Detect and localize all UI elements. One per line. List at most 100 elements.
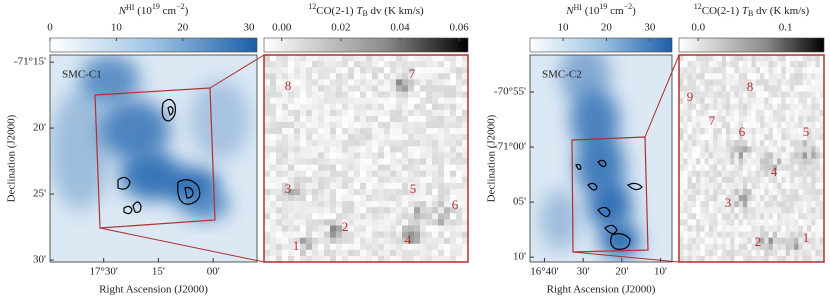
co-pixel bbox=[312, 231, 319, 238]
co-pixel bbox=[312, 158, 319, 165]
co-pixel bbox=[366, 73, 373, 80]
co-pixel bbox=[348, 231, 355, 238]
co-pixel bbox=[764, 146, 769, 153]
co-pixel bbox=[802, 140, 808, 147]
co-pixel bbox=[360, 67, 367, 74]
co-pixel bbox=[764, 182, 769, 190]
hi-emission bbox=[540, 190, 580, 250]
co-pixel bbox=[264, 134, 271, 141]
co-pixel bbox=[426, 73, 433, 80]
co-pixel bbox=[402, 79, 409, 86]
co-pixel bbox=[687, 195, 693, 202]
co-pixel bbox=[306, 176, 313, 184]
clump-label: 8 bbox=[747, 79, 754, 94]
co-pixel bbox=[819, 188, 825, 196]
co-pixel bbox=[725, 121, 731, 129]
co-pixel bbox=[789, 103, 795, 111]
co-pixel bbox=[700, 103, 705, 111]
co-pixel bbox=[330, 73, 337, 80]
co-pixel bbox=[426, 237, 433, 245]
colorbar bbox=[678, 37, 825, 53]
co-pixel bbox=[348, 146, 355, 153]
co-pixel bbox=[444, 79, 451, 86]
co-pixel bbox=[294, 249, 301, 257]
clump-label: 4 bbox=[405, 232, 412, 247]
co-pixel bbox=[414, 231, 421, 238]
co-pixel bbox=[777, 158, 782, 165]
co-pixel bbox=[276, 164, 283, 171]
co-pixel bbox=[306, 243, 313, 251]
co-pixel bbox=[354, 237, 361, 245]
co-pixel bbox=[747, 225, 752, 232]
co-pixel bbox=[372, 182, 379, 190]
co-pixel bbox=[811, 225, 816, 232]
co-pixel bbox=[414, 97, 421, 105]
co-pixel bbox=[734, 67, 739, 74]
co-pixel bbox=[450, 243, 457, 251]
co-pixel bbox=[360, 115, 367, 123]
co-pixel bbox=[721, 115, 727, 123]
co-pixel bbox=[687, 158, 693, 165]
co-pixel bbox=[456, 201, 463, 208]
co-pixel bbox=[402, 85, 409, 92]
co-pixel bbox=[354, 225, 361, 232]
co-pixel bbox=[336, 134, 343, 141]
co-pixel bbox=[798, 152, 803, 159]
co-pixel bbox=[789, 237, 795, 245]
co-pixel bbox=[802, 195, 808, 202]
co-pixel bbox=[700, 164, 705, 171]
co-pixel bbox=[696, 219, 701, 226]
co-pixel bbox=[378, 134, 385, 141]
co-pixel bbox=[348, 73, 355, 80]
co-pixel bbox=[730, 195, 735, 202]
co-pixel bbox=[330, 134, 337, 141]
co-pixel bbox=[384, 67, 391, 74]
co-pixel bbox=[438, 140, 445, 147]
co-pixel bbox=[318, 188, 325, 196]
co-pixel bbox=[725, 170, 731, 178]
co-pixel bbox=[360, 61, 367, 68]
hi-emission bbox=[570, 90, 620, 150]
co-pixel bbox=[378, 73, 385, 80]
co-pixel bbox=[802, 55, 808, 62]
co-pixel bbox=[768, 188, 774, 196]
co-pixel bbox=[696, 128, 701, 135]
co-pixel bbox=[414, 182, 421, 190]
colorbar-tick-label: 20 bbox=[601, 22, 613, 34]
co-pixel bbox=[683, 219, 688, 226]
co-pixel bbox=[679, 158, 684, 165]
co-pixel bbox=[734, 152, 739, 159]
co-pixel bbox=[802, 170, 808, 178]
co-pixel bbox=[717, 237, 722, 245]
co-pixel bbox=[794, 121, 799, 129]
co-pixel bbox=[264, 207, 271, 214]
co-pixel bbox=[730, 213, 735, 220]
co-pixel bbox=[781, 176, 786, 184]
co-pixel bbox=[270, 231, 277, 238]
co-pixel bbox=[734, 195, 739, 202]
co-pixel bbox=[384, 158, 391, 165]
x-axis-label: Right Ascension (J2000) bbox=[99, 284, 208, 296]
co-pixel bbox=[691, 128, 697, 135]
co-pixel bbox=[704, 164, 710, 171]
co-pixel bbox=[270, 188, 277, 196]
co-pixel bbox=[717, 207, 722, 214]
co-pixel bbox=[378, 219, 385, 226]
co-pixel bbox=[300, 249, 307, 257]
co-pixel bbox=[768, 79, 774, 86]
co-pixel bbox=[802, 79, 808, 86]
co-pixel bbox=[811, 55, 816, 62]
co-pixel bbox=[730, 67, 735, 74]
co-pixel bbox=[438, 115, 445, 123]
co-pixel bbox=[438, 225, 445, 232]
co-pixel bbox=[772, 164, 778, 171]
co-pixel bbox=[691, 219, 697, 226]
co-pixel bbox=[450, 255, 457, 263]
co-pixel bbox=[348, 225, 355, 232]
co-pixel bbox=[725, 158, 731, 165]
co-pixel bbox=[679, 67, 684, 74]
co-pixel bbox=[738, 128, 744, 135]
co-pixel bbox=[751, 255, 757, 263]
co-pixel bbox=[438, 158, 445, 165]
co-pixel bbox=[426, 195, 433, 202]
